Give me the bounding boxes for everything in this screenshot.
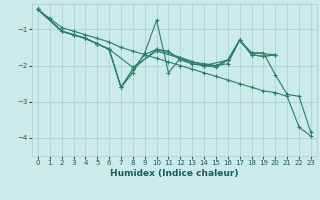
X-axis label: Humidex (Indice chaleur): Humidex (Indice chaleur) [110, 169, 239, 178]
